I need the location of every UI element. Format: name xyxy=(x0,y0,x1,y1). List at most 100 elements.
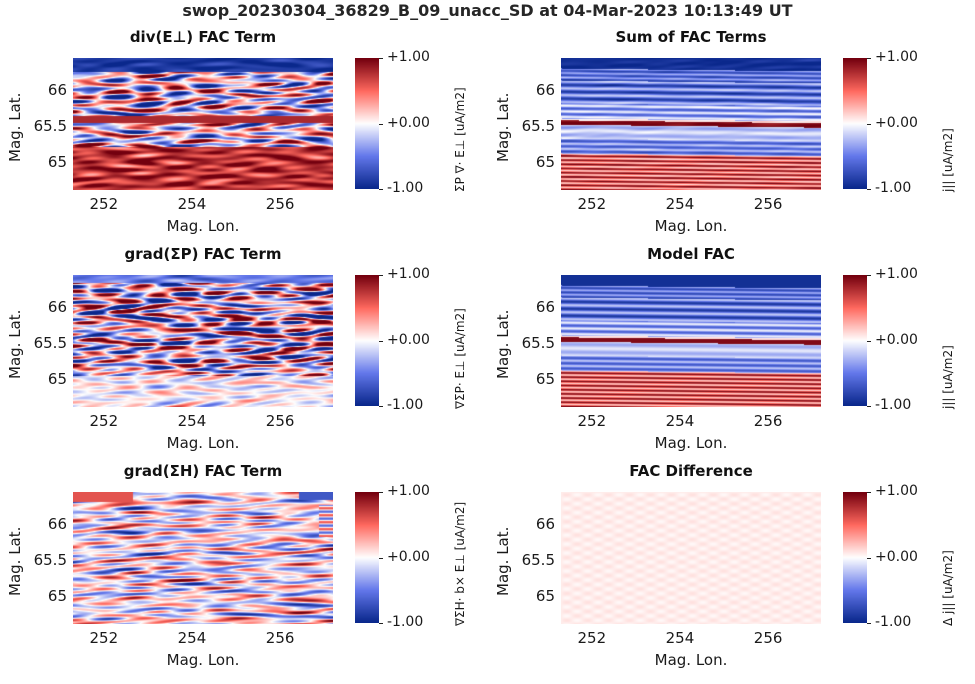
y-tick-label: 66 xyxy=(47,514,67,533)
y-axis-label: Mag. Lat. xyxy=(6,92,24,162)
heatmap-plot xyxy=(561,492,821,624)
colorbar-tick-mark xyxy=(867,623,871,624)
x-tick-label: 256 xyxy=(265,412,295,430)
colorbar-tick-mark xyxy=(379,58,383,59)
y-tick-label: 65 xyxy=(47,153,67,172)
colorbar-tick-mark xyxy=(379,557,383,559)
colorbar-tick-label: +0.00 xyxy=(875,331,918,348)
colorbar-label: j|| [uA/m2] xyxy=(941,345,955,409)
colorbar-label: ∇ΣP· E⊥ [uA/m2] xyxy=(453,308,467,409)
x-tick-label: 256 xyxy=(753,195,783,213)
colorbar-tick-label: +1.00 xyxy=(875,49,918,65)
heatmap-plot xyxy=(73,275,333,407)
y-tick-label: 66 xyxy=(535,80,555,99)
colorbar-tick-mark xyxy=(379,340,383,342)
colorbar-label: ΣP ∇· E⊥ [uA/m2] xyxy=(453,87,467,192)
colorbar-tick-mark xyxy=(379,189,383,190)
panel-1: div(E⊥) FAC Term 252 254 256 66 65.5 65 Mag. Lo… xyxy=(6,28,550,250)
panel-title: Sum of FAC Terms xyxy=(615,28,767,46)
panel-5: grad(ΣH) FAC Term 252 254 256 66 65.5 65 Mag. L… xyxy=(6,462,550,684)
colorbar xyxy=(843,275,867,406)
colorbar-tick-label: +1.00 xyxy=(387,266,430,282)
y-tick-label: 65.5 xyxy=(33,116,67,135)
colorbar-tick-label: -1.00 xyxy=(387,397,424,413)
colorbar xyxy=(355,275,379,406)
y-tick-label: 65.5 xyxy=(33,333,67,352)
panel-6: FAC Difference 252 254 256 66 65.5 65 Mag. Lon.… xyxy=(494,462,975,684)
x-axis-label: Mag. Lon. xyxy=(166,651,240,669)
colorbar-tick-mark xyxy=(867,492,871,493)
x-tick-label: 256 xyxy=(265,629,295,647)
colorbar-tick-mark xyxy=(867,189,871,190)
colorbar-tick-label: +1.00 xyxy=(875,483,918,499)
colorbar-tick-mark xyxy=(867,123,871,125)
colorbar-tick-label: -1.00 xyxy=(387,614,424,630)
x-tick-label: 252 xyxy=(89,195,119,213)
heatmap-plot xyxy=(561,275,821,407)
colorbar-tick-label: +0.00 xyxy=(387,548,430,565)
panel-3: grad(ΣP) FAC Term 252 254 256 66 65.5 65 Mag. L… xyxy=(6,245,550,467)
colorbar xyxy=(355,492,379,623)
y-tick-label: 65 xyxy=(47,587,67,606)
x-tick-label: 256 xyxy=(265,195,295,213)
x-tick-label: 254 xyxy=(665,629,695,647)
colorbar xyxy=(355,58,379,189)
y-axis-label: Mag. Lat. xyxy=(494,309,512,379)
colorbar xyxy=(843,492,867,623)
x-tick-label: 252 xyxy=(577,629,607,647)
y-axis-label: Mag. Lat. xyxy=(494,526,512,596)
colorbar-tick-label: -1.00 xyxy=(875,614,912,630)
x-tick-label: 252 xyxy=(577,195,607,213)
y-tick-label: 66 xyxy=(47,297,67,316)
x-axis-label: Mag. Lon. xyxy=(166,217,240,235)
colorbar-tick-mark xyxy=(379,406,383,407)
colorbar-tick-mark xyxy=(867,557,871,559)
colorbar-tick-mark xyxy=(379,123,383,125)
y-axis-label: Mag. Lat. xyxy=(6,526,24,596)
colorbar-tick-label: -1.00 xyxy=(875,397,912,413)
x-tick-label: 252 xyxy=(89,412,119,430)
colorbar-tick-label: +0.00 xyxy=(387,331,430,348)
colorbar-tick-mark xyxy=(379,275,383,276)
colorbar-tick-label: +1.00 xyxy=(387,483,430,499)
y-tick-label: 65.5 xyxy=(521,550,555,569)
heatmap-plot xyxy=(561,58,821,190)
colorbar-label: j|| [uA/m2] xyxy=(941,128,955,192)
colorbar-tick-label: +0.00 xyxy=(875,548,918,565)
colorbar-label: Δ j|| [uA/m2] xyxy=(941,550,955,626)
y-axis-label: Mag. Lat. xyxy=(494,92,512,162)
heatmap-plot xyxy=(73,492,333,624)
colorbar-tick-label: +0.00 xyxy=(875,114,918,131)
figure-title: swop_20230304_36829_B_09_unacc_SD at 04-… xyxy=(182,1,793,20)
x-tick-label: 252 xyxy=(577,412,607,430)
panel-2: Sum of FAC Terms 252 254 256 66 65.5 65 Mag. Lo… xyxy=(494,28,975,250)
colorbar-tick-label: -1.00 xyxy=(387,180,424,196)
colorbar-tick-label: +1.00 xyxy=(387,49,430,65)
x-tick-label: 254 xyxy=(177,412,207,430)
y-tick-label: 65.5 xyxy=(33,550,67,569)
y-tick-label: 65 xyxy=(47,370,67,389)
y-tick-label: 65 xyxy=(535,587,555,606)
y-tick-label: 65.5 xyxy=(521,333,555,352)
y-tick-label: 65 xyxy=(535,370,555,389)
x-tick-label: 254 xyxy=(665,195,695,213)
colorbar-tick-mark xyxy=(867,275,871,276)
colorbar xyxy=(843,58,867,189)
x-axis-label: Mag. Lon. xyxy=(654,217,728,235)
x-tick-label: 254 xyxy=(177,195,207,213)
y-tick-label: 66 xyxy=(47,80,67,99)
colorbar-tick-mark xyxy=(867,58,871,59)
y-tick-label: 65.5 xyxy=(521,116,555,135)
x-tick-label: 252 xyxy=(89,629,119,647)
x-axis-label: Mag. Lon. xyxy=(654,434,728,452)
panel-title: grad(ΣH) FAC Term xyxy=(123,462,283,480)
colorbar-tick-mark xyxy=(867,340,871,342)
panel-title: grad(ΣP) FAC Term xyxy=(124,245,282,263)
x-tick-label: 254 xyxy=(177,629,207,647)
y-tick-label: 65 xyxy=(535,153,555,172)
x-axis-label: Mag. Lon. xyxy=(654,651,728,669)
y-tick-label: 66 xyxy=(535,514,555,533)
panel-title: FAC Difference xyxy=(629,462,753,480)
colorbar-tick-label: +0.00 xyxy=(387,114,430,131)
x-tick-label: 256 xyxy=(753,412,783,430)
